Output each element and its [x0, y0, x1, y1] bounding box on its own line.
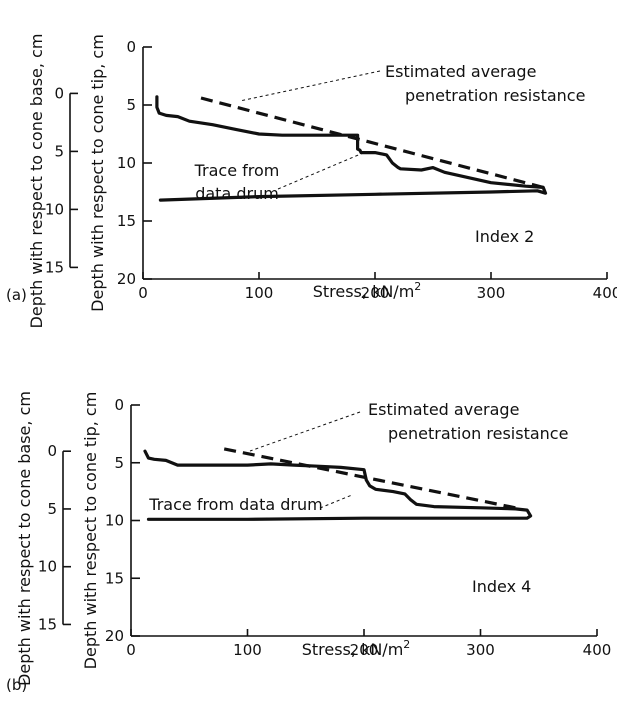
x-axis-label: Stress, kN/m2 [302, 638, 411, 659]
y-tick-label: 15 [105, 569, 124, 587]
trace-annotation-text: Trace from [194, 161, 280, 180]
x-axis-label: Stress, kN/m2 [313, 280, 422, 301]
y2-tick-label: 5 [47, 500, 57, 518]
trace-annotation-text: data drum [195, 184, 279, 203]
y-tick-label: 5 [126, 96, 136, 114]
y2-tick-label: 15 [38, 615, 57, 633]
y2-tick-label: 10 [45, 200, 64, 218]
estimated-annotation-text: Estimated average [368, 400, 519, 419]
x-tick-label: 0 [138, 284, 148, 302]
x-tick-label: 100 [233, 641, 262, 659]
y-axis-label: Depth with respect to cone tip, cm [88, 34, 107, 312]
panel-label: (b) [6, 676, 27, 694]
y-tick-label: 20 [117, 270, 136, 288]
trace-leader-line [320, 495, 352, 508]
y-tick-label: 0 [114, 396, 124, 414]
index-label: Index 2 [475, 227, 534, 246]
estimated-annotation-text: Estimated average [385, 62, 536, 81]
y-tick-label: 10 [117, 154, 136, 172]
y2-axis-label: Depth with respect to cone base, cm [15, 391, 34, 686]
x-axis-label-superscript: 2 [414, 280, 421, 293]
estimated-annotation-text: penetration resistance [405, 86, 585, 105]
y2-tick-label: 5 [54, 142, 64, 160]
x-tick-label: 300 [477, 284, 506, 302]
y-tick-label: 20 [105, 627, 124, 645]
y2-tick-label: 15 [45, 258, 64, 276]
y2-tick-label: 0 [47, 442, 57, 460]
panel-label: (a) [6, 286, 27, 304]
y-tick-label: 15 [117, 212, 136, 230]
y-tick-label: 5 [114, 454, 124, 472]
x-tick-label: 400 [593, 284, 617, 302]
estimated-annotation-text: penetration resistance [388, 424, 568, 443]
x-tick-label: 100 [245, 284, 274, 302]
x-tick-label: 0 [126, 641, 136, 659]
x-tick-label: 300 [466, 641, 495, 659]
trace-annotation-text: Trace from data drum [148, 495, 322, 514]
y2-tick-label: 10 [38, 558, 57, 576]
y-axis-label: Depth with respect to cone tip, cm [81, 392, 100, 670]
estimated-leader-line [250, 412, 360, 451]
index-label: Index 4 [472, 577, 531, 596]
y-tick-label: 0 [126, 38, 136, 56]
y2-tick-label: 0 [54, 84, 64, 102]
x-tick-label: 400 [583, 641, 612, 659]
x-axis-label-superscript: 2 [403, 638, 410, 651]
y-tick-label: 10 [105, 512, 124, 530]
y2-axis-label: Depth with respect to cone base, cm [27, 34, 46, 329]
trace-leader-line [278, 153, 363, 189]
estimated-leader-line [240, 71, 380, 101]
